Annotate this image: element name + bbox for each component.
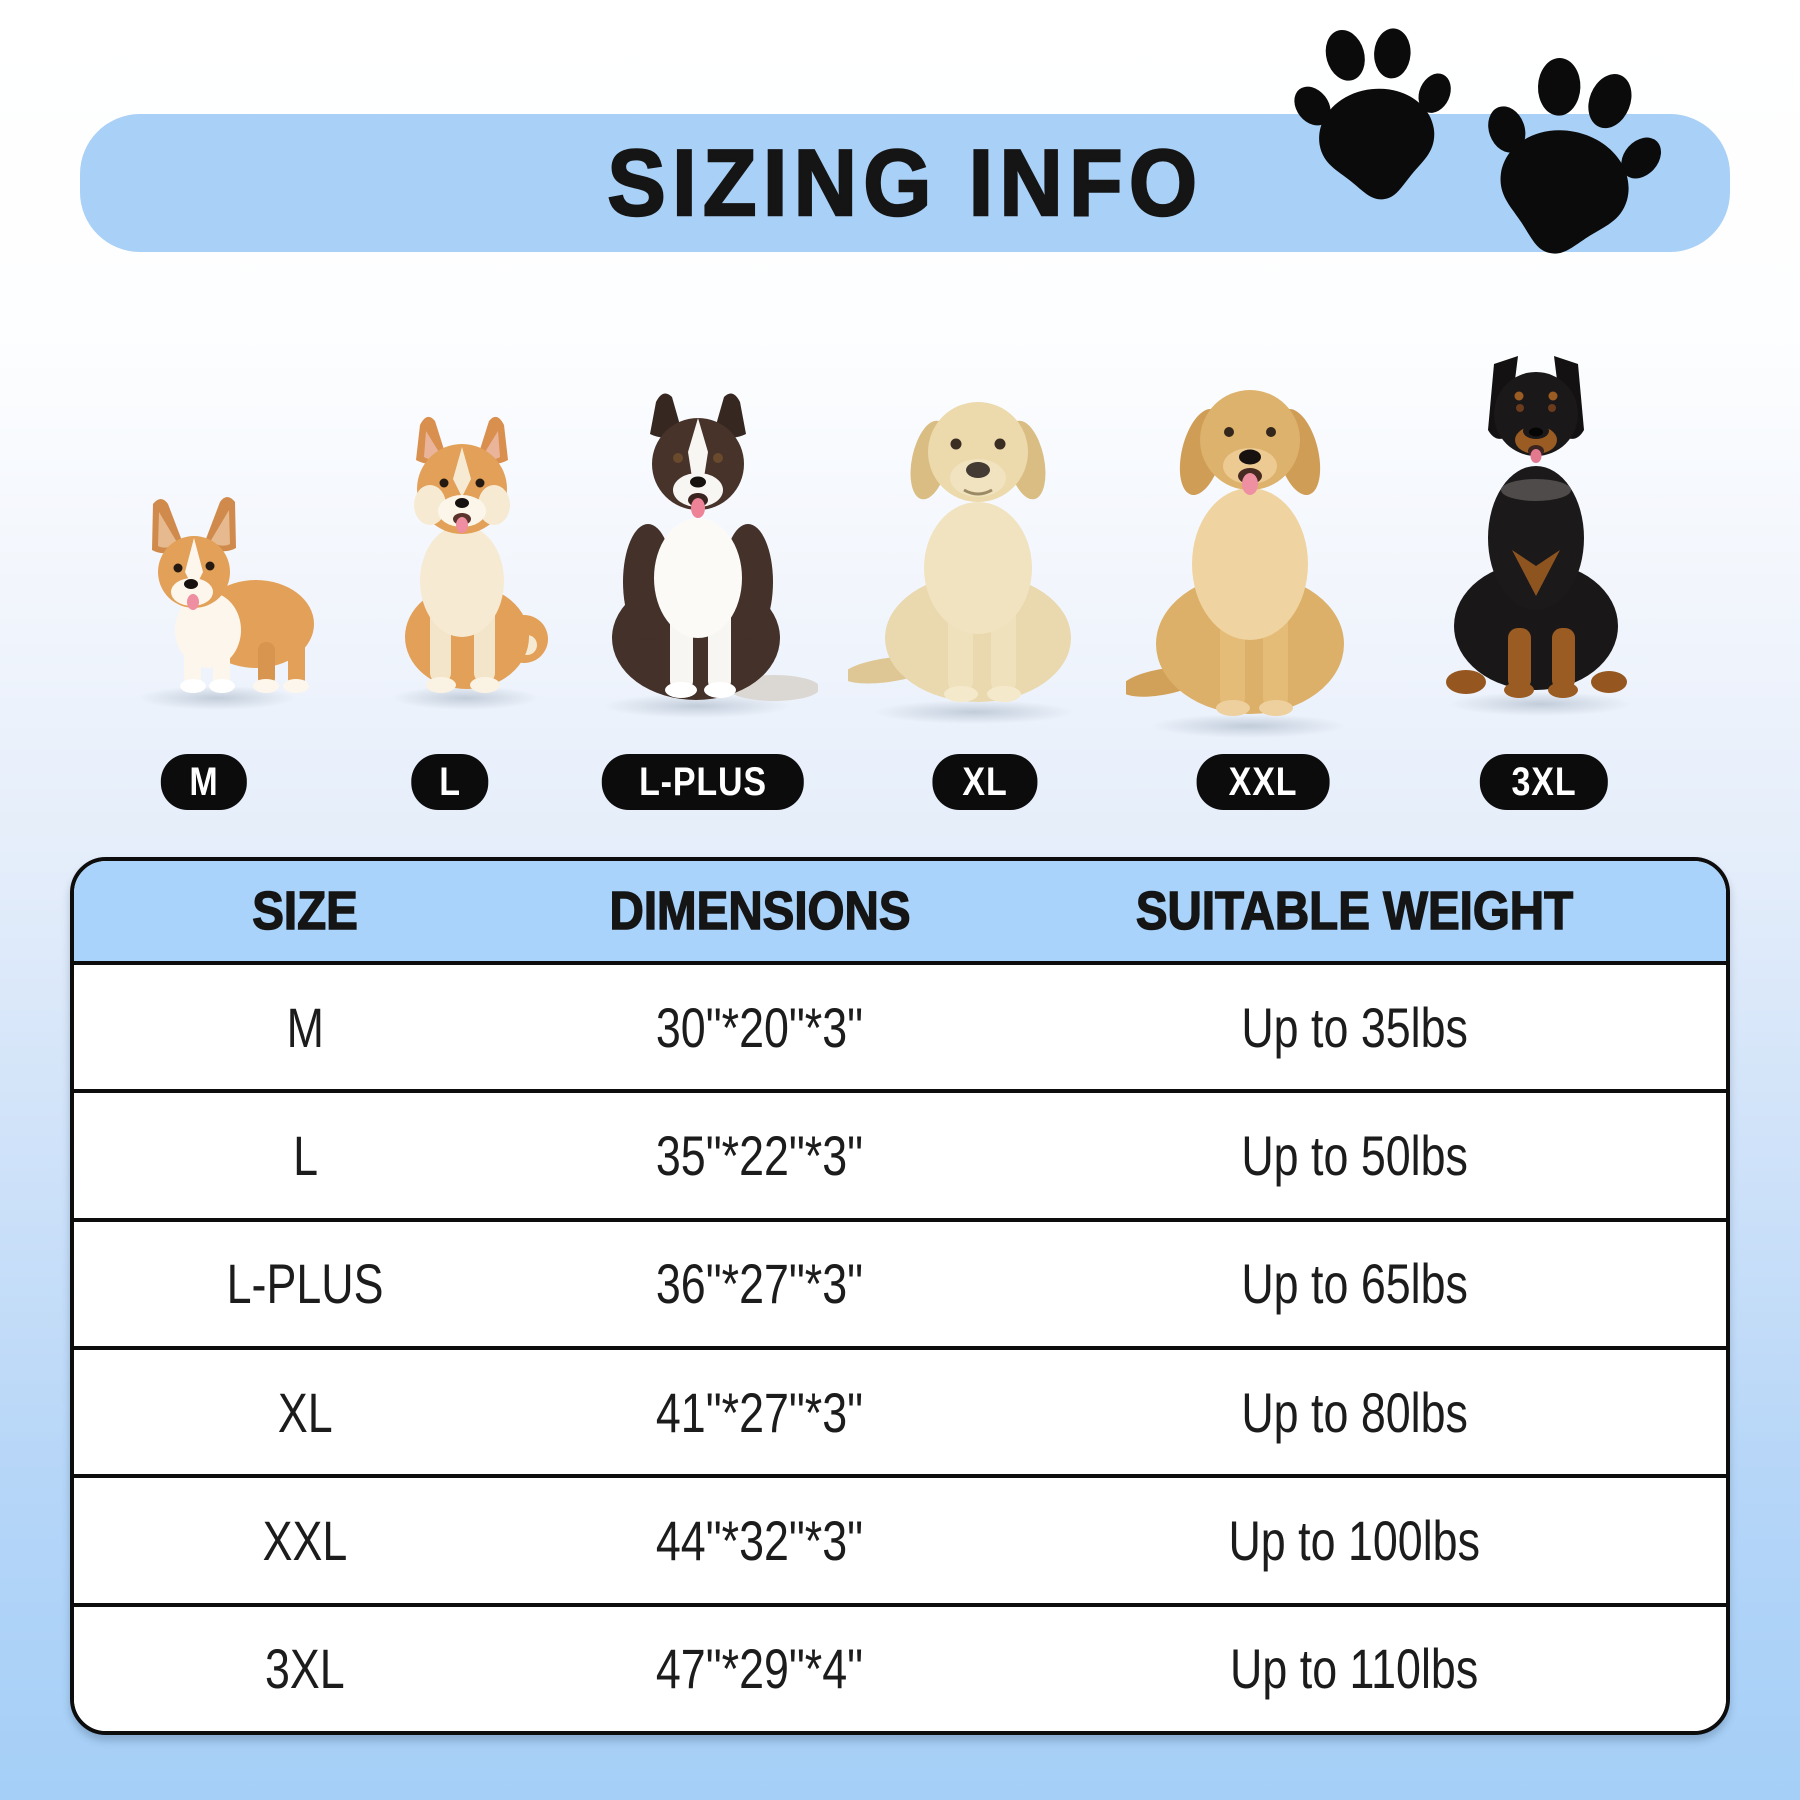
cell-dimensions: 47"*29"*4" bbox=[537, 1636, 983, 1701]
dog-photo-golden-retriever bbox=[1126, 390, 1344, 716]
size-badge-xxl: XXL bbox=[1196, 754, 1330, 810]
dog-photo-corgi bbox=[152, 497, 314, 693]
cell-dimensions: 35"*22"*3" bbox=[537, 1123, 983, 1188]
table-row-3xl: 3XL 47"*29"*4" Up to 110lbs bbox=[74, 1606, 1726, 1731]
size-value: L bbox=[292, 1123, 318, 1187]
header-cell-size: SIZE bbox=[74, 880, 537, 942]
header-label: SIZE bbox=[252, 880, 359, 942]
size-badge-xl: XL bbox=[932, 754, 1038, 810]
weight-value: Up to 110lbs bbox=[1230, 1637, 1479, 1701]
paw-print-icon bbox=[1294, 28, 1451, 200]
weight-value: Up to 100lbs bbox=[1228, 1508, 1481, 1572]
weight-value: Up to 50lbs bbox=[1240, 1123, 1468, 1187]
cell-dimensions: 36"*27"*3" bbox=[537, 1251, 983, 1316]
size-table: SIZE DIMENSIONS SUITABLE WEIGHT M 30"*20… bbox=[70, 857, 1730, 1735]
header-label: DIMENSIONS bbox=[608, 880, 911, 942]
cell-dimensions: 41"*27"*3" bbox=[537, 1380, 983, 1445]
table-row-m: M 30"*20"*3" Up to 35lbs bbox=[74, 965, 1726, 1094]
size-badge-label: M bbox=[189, 759, 219, 804]
size-badge-l-plus: L-PLUS bbox=[601, 754, 805, 810]
size-value: 3XL bbox=[265, 1637, 346, 1701]
cell-size: L bbox=[74, 1123, 537, 1188]
sizing-banner: SIZING INFO bbox=[80, 114, 1730, 252]
dog-photo-doberman bbox=[1446, 356, 1627, 698]
size-badge-label: L bbox=[439, 759, 461, 804]
header-label: SUITABLE WEIGHT bbox=[1135, 880, 1574, 942]
size-value: L-PLUS bbox=[226, 1252, 384, 1316]
dimensions-value: 41"*27"*3" bbox=[655, 1380, 864, 1444]
size-badge-label: XL bbox=[962, 759, 1008, 804]
size-badge-l: L bbox=[411, 754, 489, 810]
cell-weight: Up to 50lbs bbox=[983, 1123, 1726, 1188]
table-row-xl: XL 41"*27"*3" Up to 80lbs bbox=[74, 1349, 1726, 1479]
cell-weight: Up to 80lbs bbox=[983, 1380, 1726, 1445]
cell-weight: Up to 110lbs bbox=[983, 1636, 1726, 1701]
cell-size: M bbox=[74, 995, 537, 1060]
cell-size: XL bbox=[74, 1380, 537, 1445]
weight-value: Up to 65lbs bbox=[1240, 1252, 1468, 1316]
header-cell-suitable-weight: SUITABLE WEIGHT bbox=[983, 880, 1726, 942]
dog-shadow bbox=[1120, 710, 1378, 742]
weight-value: Up to 80lbs bbox=[1240, 1380, 1468, 1444]
table-header-row: SIZE DIMENSIONS SUITABLE WEIGHT bbox=[74, 861, 1726, 965]
size-badge-m: M bbox=[160, 754, 248, 810]
page-title: SIZING INFO bbox=[606, 129, 1204, 237]
paw-print-icon bbox=[1488, 58, 1661, 254]
dog-photo-shiba bbox=[405, 416, 548, 693]
dimensions-value: 47"*29"*4" bbox=[655, 1637, 864, 1701]
cell-weight: Up to 100lbs bbox=[983, 1508, 1726, 1573]
size-value: XXL bbox=[262, 1508, 348, 1572]
dimensions-value: 35"*22"*3" bbox=[655, 1123, 864, 1187]
dog-photo-border-collie bbox=[612, 393, 818, 701]
table-row-l: L 35"*22"*3" Up to 50lbs bbox=[74, 1093, 1726, 1222]
cell-size: 3XL bbox=[74, 1636, 537, 1701]
dog-shadow bbox=[1418, 688, 1663, 720]
table-row-l-plus: L-PLUS 36"*27"*3" Up to 65lbs bbox=[74, 1221, 1726, 1350]
dimensions-value: 30"*20"*3" bbox=[655, 995, 864, 1059]
cell-weight: Up to 65lbs bbox=[983, 1251, 1726, 1316]
header-cell-dimensions: DIMENSIONS bbox=[537, 880, 983, 942]
dog-photo-labrador bbox=[848, 402, 1071, 702]
size-value: XL bbox=[277, 1380, 333, 1444]
cell-size: XXL bbox=[74, 1508, 537, 1573]
cell-dimensions: 44"*32"*3" bbox=[537, 1508, 983, 1573]
dimensions-value: 44"*32"*3" bbox=[655, 1508, 864, 1572]
table-row-xxl: XXL 44"*32"*3" Up to 100lbs bbox=[74, 1478, 1726, 1607]
dimensions-value: 36"*27"*3" bbox=[655, 1252, 864, 1316]
size-badge-label: 3XL bbox=[1511, 759, 1577, 804]
size-badge-label: XXL bbox=[1228, 759, 1298, 804]
cell-dimensions: 30"*20"*3" bbox=[537, 995, 983, 1060]
cell-weight: Up to 35lbs bbox=[983, 995, 1726, 1060]
cell-size: L-PLUS bbox=[74, 1251, 537, 1316]
size-badge-3xl: 3XL bbox=[1479, 754, 1609, 810]
size-badge-label: L-PLUS bbox=[639, 759, 767, 804]
weight-value: Up to 35lbs bbox=[1240, 995, 1468, 1059]
size-value: M bbox=[286, 995, 324, 1059]
